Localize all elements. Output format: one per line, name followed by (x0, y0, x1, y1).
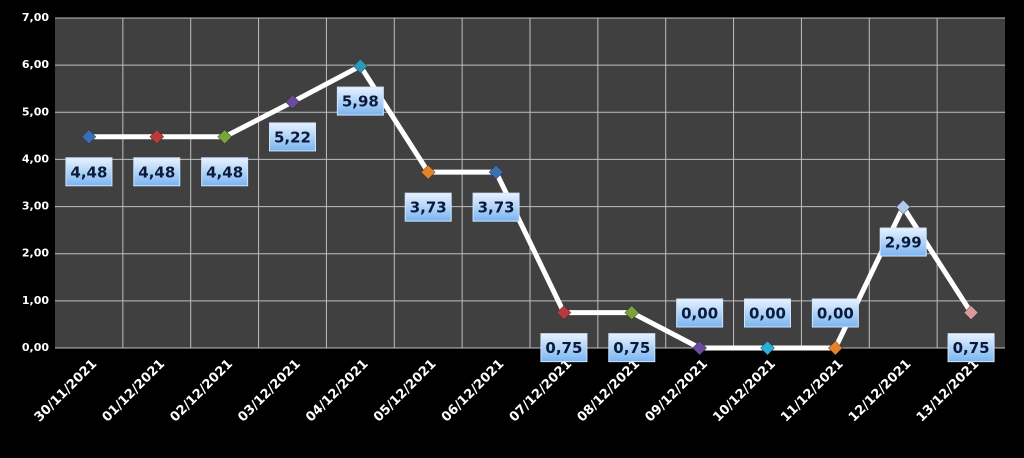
value-label: 4,48 (70, 163, 107, 181)
value-label-box (879, 227, 927, 257)
marker (895, 199, 911, 215)
marker (420, 164, 436, 180)
y-tick-label: 1,00 (22, 294, 49, 307)
x-tick-label: 05/12/2021 (371, 357, 439, 425)
marker (149, 129, 165, 145)
x-tick-label: 01/12/2021 (100, 357, 168, 425)
y-tick-label: 4,00 (22, 152, 49, 165)
value-label-box (744, 298, 791, 328)
marker (556, 305, 572, 320)
value-label: 2,99 (885, 234, 922, 252)
x-tick-label: 04/12/2021 (303, 357, 371, 425)
y-tick-label: 5,00 (22, 105, 49, 118)
value-label-box (133, 157, 181, 187)
value-label-box (201, 157, 249, 187)
y-tick-label: 6,00 (22, 58, 49, 71)
marker (285, 94, 300, 110)
value-label: 0,00 (681, 305, 718, 323)
marker (217, 129, 232, 145)
x-tick-label: 07/12/2021 (507, 357, 575, 425)
x-tick-label: 03/12/2021 (235, 357, 303, 425)
value-label: 4,48 (206, 163, 243, 181)
x-tick-label: 06/12/2021 (439, 357, 507, 425)
x-tick-label: 09/12/2021 (642, 357, 710, 425)
marker (488, 164, 504, 180)
marker (760, 340, 775, 356)
value-label: 3,73 (478, 199, 515, 217)
value-label: 4,48 (138, 163, 175, 181)
x-tick-label: 10/12/2021 (710, 357, 778, 425)
value-label: 0,00 (749, 305, 786, 323)
line (88, 63, 974, 351)
x-tick-label: 30/11/2021 (32, 357, 100, 425)
x-tick-label: 02/12/2021 (167, 357, 235, 425)
x-tick-label: 12/12/2021 (846, 357, 914, 425)
value-label: 5,22 (274, 128, 311, 146)
value-label: 3,73 (410, 199, 447, 217)
value-label-box (65, 157, 113, 187)
marker (828, 340, 843, 356)
marker (963, 305, 979, 320)
y-tick-label: 2,00 (22, 247, 49, 260)
value-label: 5,98 (342, 93, 379, 111)
value-label: 0,75 (953, 339, 990, 357)
value-label-box (540, 333, 588, 363)
marker (692, 340, 707, 356)
value-label: 0,00 (817, 305, 854, 323)
value-label-box (608, 333, 656, 363)
x-tick-label: 13/12/2021 (914, 357, 982, 425)
value-label-box (404, 192, 452, 222)
value-label-box (269, 122, 316, 152)
marker (624, 305, 640, 320)
value-label: 0,75 (613, 339, 650, 357)
value-label: 0,75 (545, 339, 582, 357)
y-tick-label: 3,00 (22, 200, 49, 213)
value-label-box (472, 192, 520, 222)
x-tick-label: 08/12/2021 (575, 357, 643, 425)
marker (353, 58, 368, 74)
value-label-box (336, 86, 384, 116)
value-label-box (811, 298, 859, 328)
y-tick-label: 0,00 (22, 341, 49, 354)
value-label-box (676, 298, 724, 328)
value-label-box (947, 333, 995, 363)
marker (81, 129, 97, 145)
y-tick-label: 7,00 (22, 11, 49, 24)
x-tick-label: 11/12/2021 (778, 357, 846, 425)
